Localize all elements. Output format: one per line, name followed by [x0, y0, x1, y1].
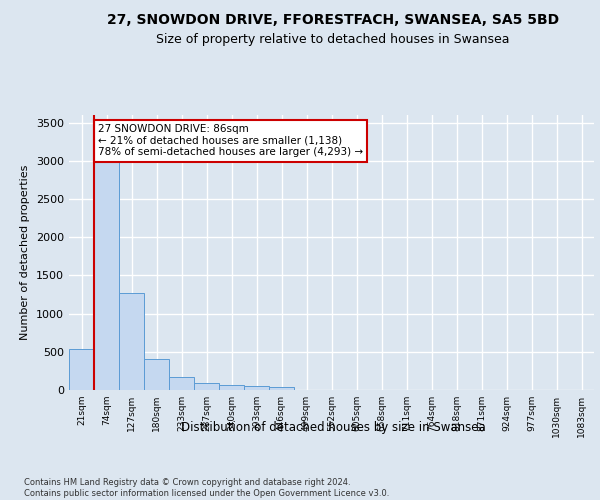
- Text: 27, SNOWDON DRIVE, FFORESTFACH, SWANSEA, SA5 5BD: 27, SNOWDON DRIVE, FFORESTFACH, SWANSEA,…: [107, 12, 559, 26]
- Text: Size of property relative to detached houses in Swansea: Size of property relative to detached ho…: [156, 32, 510, 46]
- Bar: [194, 383, 219, 390]
- Bar: [269, 386, 294, 390]
- Bar: [219, 386, 244, 390]
- Bar: [169, 378, 194, 390]
- Bar: [69, 349, 94, 390]
- Bar: [144, 360, 169, 390]
- Bar: [119, 293, 144, 390]
- Bar: [94, 138, 119, 390]
- Text: 27 SNOWDON DRIVE: 86sqm
← 21% of detached houses are smaller (1,138)
78% of semi: 27 SNOWDON DRIVE: 86sqm ← 21% of detache…: [98, 124, 363, 158]
- Text: Contains HM Land Registry data © Crown copyright and database right 2024.
Contai: Contains HM Land Registry data © Crown c…: [24, 478, 389, 498]
- Y-axis label: Number of detached properties: Number of detached properties: [20, 165, 31, 340]
- Bar: [244, 386, 269, 390]
- Text: Distribution of detached houses by size in Swansea: Distribution of detached houses by size …: [181, 421, 485, 434]
